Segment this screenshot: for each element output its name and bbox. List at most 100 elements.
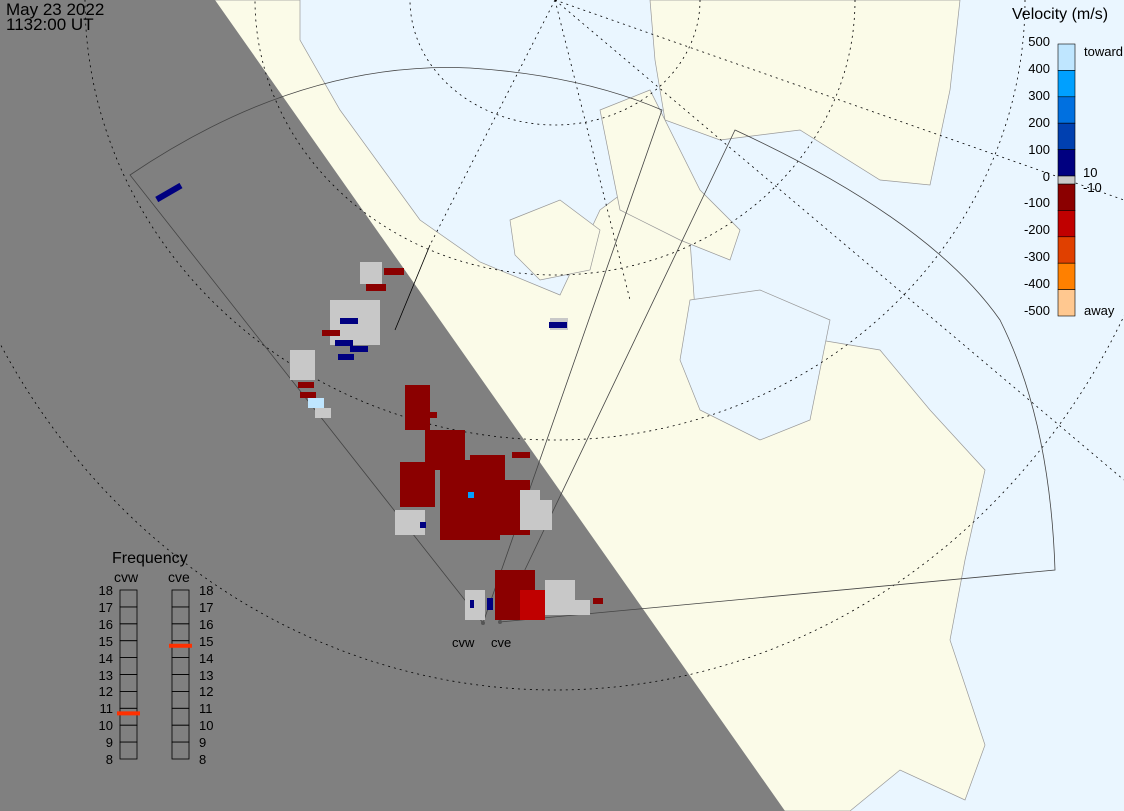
velocity-legend-title: Velocity (m/s) bbox=[1012, 6, 1109, 23]
scatter-cell bbox=[300, 392, 316, 398]
scatter-cell bbox=[290, 350, 315, 380]
colorbar-segment bbox=[1057, 262, 1076, 290]
velocity-tick: -200 bbox=[1023, 222, 1050, 238]
away-label: away bbox=[1084, 303, 1115, 318]
scatter-cell bbox=[335, 340, 353, 346]
frequency-tick: 9 bbox=[105, 735, 113, 751]
scatter-cells bbox=[155, 182, 603, 620]
colorbar-segment bbox=[1057, 236, 1076, 264]
frequency-bars bbox=[117, 589, 192, 760]
cve-frequency-marker bbox=[169, 643, 192, 648]
baffin-island-land bbox=[599, 89, 741, 261]
colorbar-segment bbox=[1057, 122, 1076, 150]
scatter-cell bbox=[487, 598, 493, 610]
frequency-tick: 11 bbox=[99, 701, 114, 717]
frequency-tick: 18 bbox=[98, 583, 113, 598]
frequency-tick: 8 bbox=[199, 752, 207, 767]
scatter-cell bbox=[470, 455, 505, 480]
cve-freq-label: cve bbox=[168, 569, 190, 585]
colorbar-segment bbox=[1057, 43, 1076, 71]
scatter-cell bbox=[468, 492, 474, 498]
frequency-tick: 17 bbox=[199, 599, 214, 615]
scatter-cell bbox=[155, 182, 183, 203]
colorbar-segment bbox=[1057, 70, 1076, 98]
frequency-tick: 14 bbox=[199, 650, 214, 666]
velocity-tick: 400 bbox=[1028, 60, 1050, 76]
colorbar-segment bbox=[1057, 149, 1076, 177]
colorbar-segment bbox=[1057, 183, 1076, 211]
ground-scatter-segment bbox=[1057, 175, 1076, 185]
frequency-tick: 17 bbox=[98, 599, 113, 615]
velocity-tick: 200 bbox=[1028, 114, 1050, 130]
cve-radar-site bbox=[498, 620, 502, 624]
frequency-tick: 10 bbox=[98, 718, 113, 734]
frequency-tick: 16 bbox=[98, 616, 113, 632]
cvw-radar-site bbox=[481, 621, 485, 625]
frequency-tick: 13 bbox=[199, 667, 214, 683]
frequency-tick: 15 bbox=[98, 633, 113, 649]
velocity-tick: 0 bbox=[1042, 168, 1050, 184]
scatter-cell bbox=[540, 500, 552, 530]
arctic-island-land bbox=[509, 199, 601, 281]
scatter-cell bbox=[520, 590, 545, 620]
date-label: May 23 2022 bbox=[6, 0, 105, 19]
scatter-cell bbox=[549, 322, 567, 328]
frequency-title: Frequency bbox=[112, 550, 188, 567]
scatter-cell bbox=[338, 354, 354, 360]
hudson-bay bbox=[679, 289, 831, 441]
scatter-cell bbox=[593, 598, 603, 604]
frequency-cell bbox=[171, 741, 190, 760]
frequency-tick: 16 bbox=[199, 616, 214, 632]
greenland-land bbox=[649, 0, 961, 186]
gs-high-label: 10 bbox=[1083, 165, 1098, 180]
frequency-tick: 12 bbox=[98, 684, 113, 700]
frequency-tick: 14 bbox=[98, 650, 113, 666]
scatter-cell bbox=[350, 346, 368, 352]
frequency-tick: 13 bbox=[98, 667, 113, 683]
scatter-cell bbox=[366, 284, 386, 291]
frequency-tick: 8 bbox=[105, 752, 113, 767]
scatter-cell bbox=[512, 452, 530, 458]
frequency-tick: 11 bbox=[199, 701, 213, 717]
velocity-tick: 300 bbox=[1028, 87, 1050, 103]
scatter-cell bbox=[308, 398, 324, 408]
scatter-cell bbox=[465, 590, 485, 620]
scatter-cell bbox=[420, 522, 426, 528]
scatter-cell bbox=[470, 600, 474, 608]
velocity-tick: -100 bbox=[1023, 195, 1050, 211]
velocity-tick: -500 bbox=[1023, 303, 1050, 318]
scatter-cell bbox=[520, 490, 540, 530]
frequency-tick: 9 bbox=[199, 735, 207, 751]
velocity-tick: -300 bbox=[1023, 249, 1050, 265]
cvw-site-label: cvw bbox=[452, 635, 475, 650]
cvw-freq-label: cvw bbox=[114, 569, 139, 585]
toward-label: toward bbox=[1084, 44, 1124, 59]
scatter-cell bbox=[360, 262, 382, 284]
colorbar-segment bbox=[1057, 96, 1076, 124]
scatter-cell bbox=[405, 385, 430, 430]
colorbar-segment bbox=[1057, 210, 1076, 238]
scatter-cell bbox=[384, 268, 404, 275]
scatter-cell bbox=[315, 408, 331, 418]
scatter-cell bbox=[340, 318, 358, 324]
velocity-tick: -400 bbox=[1023, 276, 1050, 292]
frequency-tick: 10 bbox=[199, 718, 214, 734]
colorbar-segment bbox=[1057, 289, 1076, 317]
frequency-tick: 15 bbox=[199, 633, 214, 649]
cve-site-label: cve bbox=[491, 635, 512, 650]
scatter-cell bbox=[400, 462, 435, 507]
gs-low-label: -10 bbox=[1083, 180, 1102, 195]
velocity-colorbar bbox=[1057, 43, 1076, 317]
velocity-tick: 500 bbox=[1028, 34, 1050, 49]
frequency-tick: 12 bbox=[199, 684, 214, 700]
scatter-cell bbox=[555, 600, 590, 615]
scatter-cell bbox=[298, 382, 314, 388]
time-label: 1132:00 UT bbox=[6, 15, 94, 34]
radar-fields-of-view bbox=[129, 67, 1056, 624]
frequency-cell bbox=[119, 741, 138, 760]
lat-lon-grid bbox=[0, 0, 1124, 691]
velocity-tick: 100 bbox=[1028, 141, 1050, 157]
scatter-cell bbox=[322, 330, 340, 336]
